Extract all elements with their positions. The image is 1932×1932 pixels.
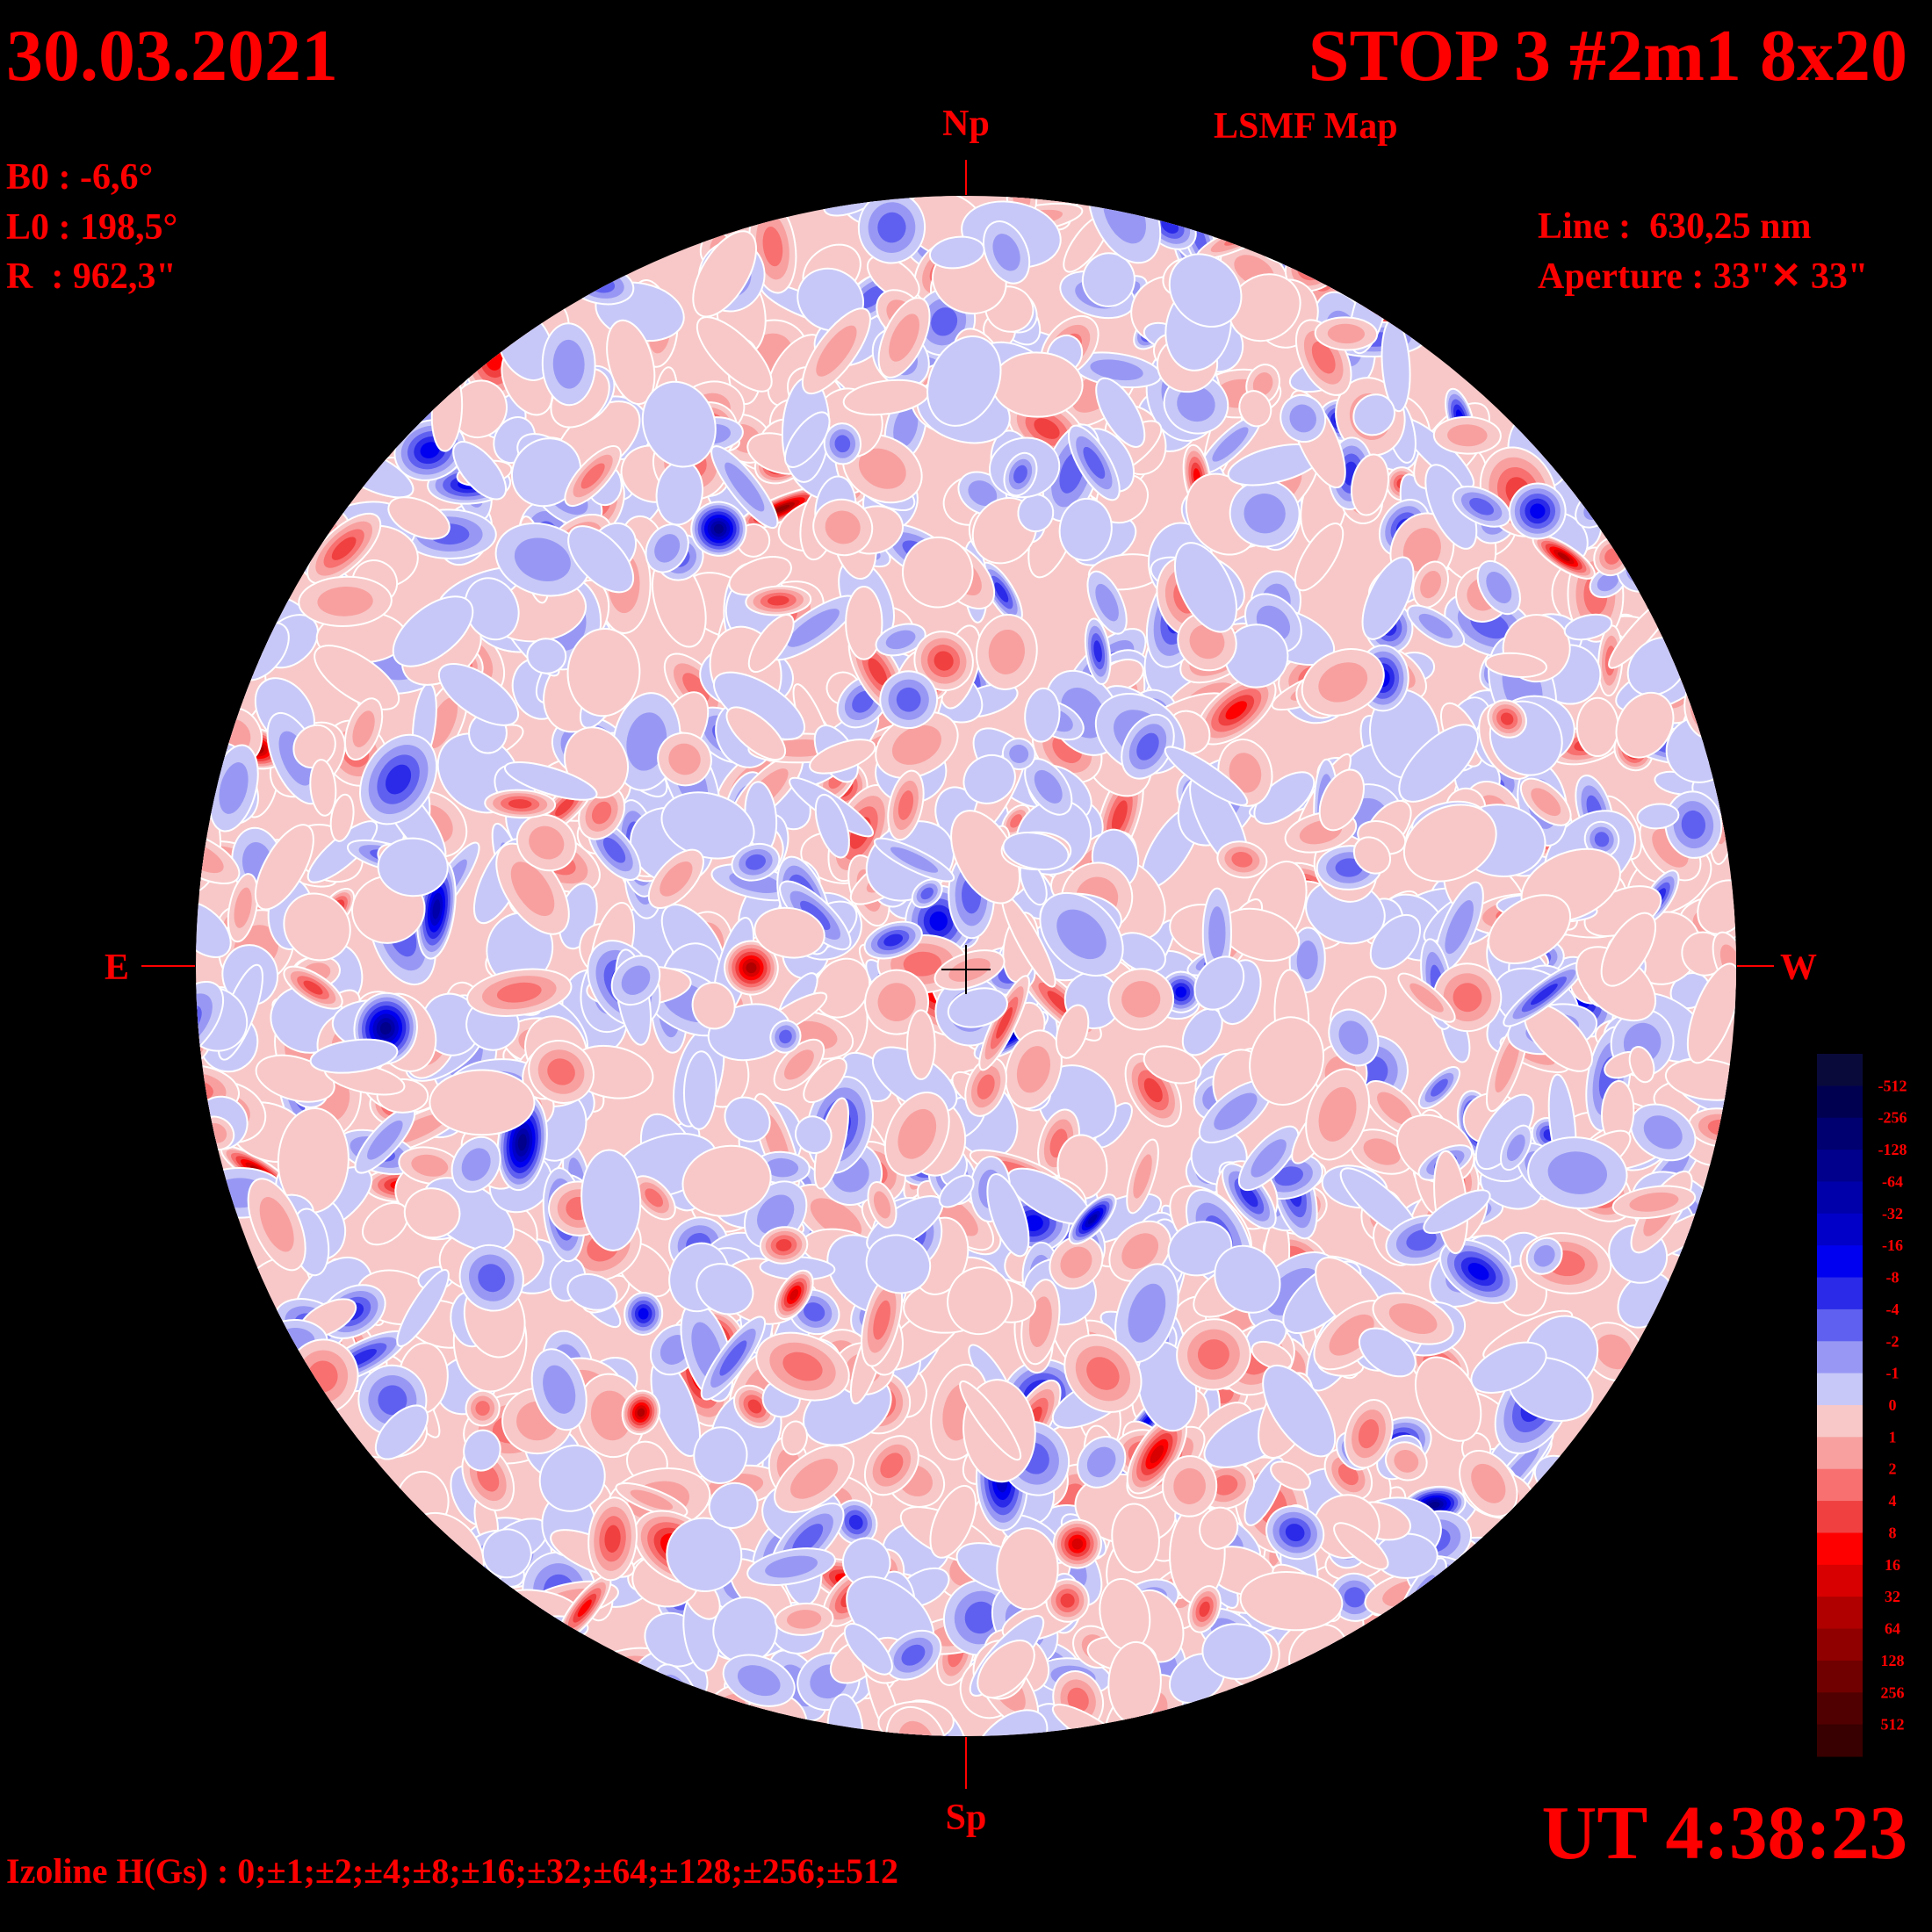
colorbar-label: 1 [1889, 1428, 1897, 1445]
colorbar-label: -256 [1878, 1109, 1907, 1127]
colorbar-label: -8 [1886, 1269, 1900, 1287]
field-contour [996, 1527, 1059, 1611]
field-contour [427, 697, 458, 749]
colorbar-label: -64 [1882, 1172, 1903, 1190]
colorbar-band [1817, 1085, 1863, 1119]
colorbar-label: 8 [1889, 1524, 1897, 1541]
direction-label: W [1780, 948, 1817, 988]
colorbar-band [1817, 1181, 1863, 1215]
colorbar-band [1817, 1628, 1863, 1662]
colorbar-band [1817, 1597, 1863, 1630]
direction-label: E [105, 948, 129, 988]
colorbar-label: -16 [1882, 1236, 1903, 1254]
field-contour [1111, 800, 1128, 833]
colorbar-band [1817, 1308, 1863, 1342]
colorbar-band [1817, 1501, 1863, 1533]
field-contour [1596, 1334, 1633, 1370]
field-contour [812, 957, 871, 1019]
colorbar-band [1817, 1468, 1863, 1502]
subtitle: LSMF Map [1214, 106, 1398, 147]
parameter: L0 : 198,5° [6, 207, 177, 248]
colorbar-label: 4 [1889, 1492, 1897, 1510]
field-contour [994, 582, 1009, 602]
field-contour [1575, 696, 1619, 758]
colorbar-label: 512 [1881, 1716, 1905, 1734]
colorbar-label: 32 [1885, 1588, 1900, 1605]
time: UT 4:38:23 [1542, 1790, 1907, 1875]
colorbar-label: 64 [1885, 1620, 1900, 1638]
colorbar-band [1817, 1054, 1863, 1086]
colorbar-label: 128 [1881, 1652, 1905, 1669]
footer: Izoline H(Gs) : 0;±1;±2;±4;±8;±16;±32;±6… [6, 1851, 898, 1891]
colorbar-label: -4 [1886, 1301, 1900, 1318]
colorbar-band [1817, 1405, 1863, 1438]
parameter: Line : 630,25 nm [1538, 206, 1812, 247]
field-contour [1010, 814, 1022, 828]
parameter: B0 : -6,6° [6, 157, 153, 198]
colorbar-label: -128 [1878, 1141, 1907, 1158]
colorbar-band [1817, 1437, 1863, 1470]
colorbar-label: -32 [1882, 1205, 1903, 1222]
colorbar-band [1817, 1150, 1863, 1182]
colorbar-band [1817, 1532, 1863, 1566]
date: 30.03.2021 [6, 15, 338, 97]
colorbar-band [1817, 1117, 1863, 1150]
field-contour [429, 1069, 536, 1136]
field-contour [848, 1515, 863, 1530]
colorbar-band [1817, 1724, 1863, 1757]
colorbar-band [1817, 1660, 1863, 1693]
colorbar-label: -1 [1886, 1365, 1900, 1382]
field-contour [1143, 1078, 1163, 1103]
colorbar-label: 0 [1889, 1396, 1897, 1414]
field-contour [1212, 427, 1249, 462]
colorbar-label: -2 [1886, 1332, 1900, 1350]
colorbar-band [1817, 1213, 1863, 1246]
colorbar-label: -512 [1878, 1077, 1907, 1094]
field-contour [1081, 252, 1135, 307]
direction-label: Sp [946, 1798, 987, 1838]
parameter: R : 962,3" [6, 256, 177, 297]
field-contour [991, 351, 1084, 418]
colorbar-label: 2 [1889, 1460, 1897, 1478]
colorbar-band [1817, 1692, 1863, 1726]
parameter: Aperture : 33"✕ 33" [1538, 256, 1868, 297]
field-contour [906, 1009, 936, 1080]
title: STOP 3 #2m1 8x20 [1308, 15, 1907, 97]
colorbar-label: 16 [1885, 1556, 1900, 1574]
colorbar-band [1817, 1277, 1863, 1310]
colorbar-band [1817, 1341, 1863, 1374]
colorbar-label: 256 [1881, 1683, 1905, 1701]
colorbar-band [1817, 1373, 1863, 1406]
direction-label: Np [942, 104, 990, 144]
field-contour [1208, 906, 1226, 961]
colorbar-band [1817, 1564, 1863, 1597]
colorbar-band [1817, 1245, 1863, 1279]
